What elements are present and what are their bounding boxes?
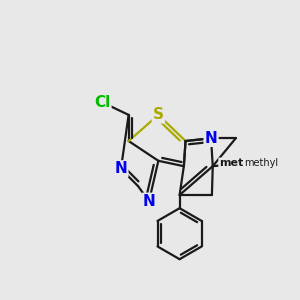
Text: N: N — [142, 194, 155, 209]
Text: N: N — [205, 131, 218, 146]
Text: methyl: methyl — [244, 158, 278, 169]
Text: methyl: methyl — [219, 158, 262, 169]
Text: S: S — [153, 107, 164, 122]
Text: Cl: Cl — [94, 95, 110, 110]
Text: N: N — [115, 161, 127, 176]
